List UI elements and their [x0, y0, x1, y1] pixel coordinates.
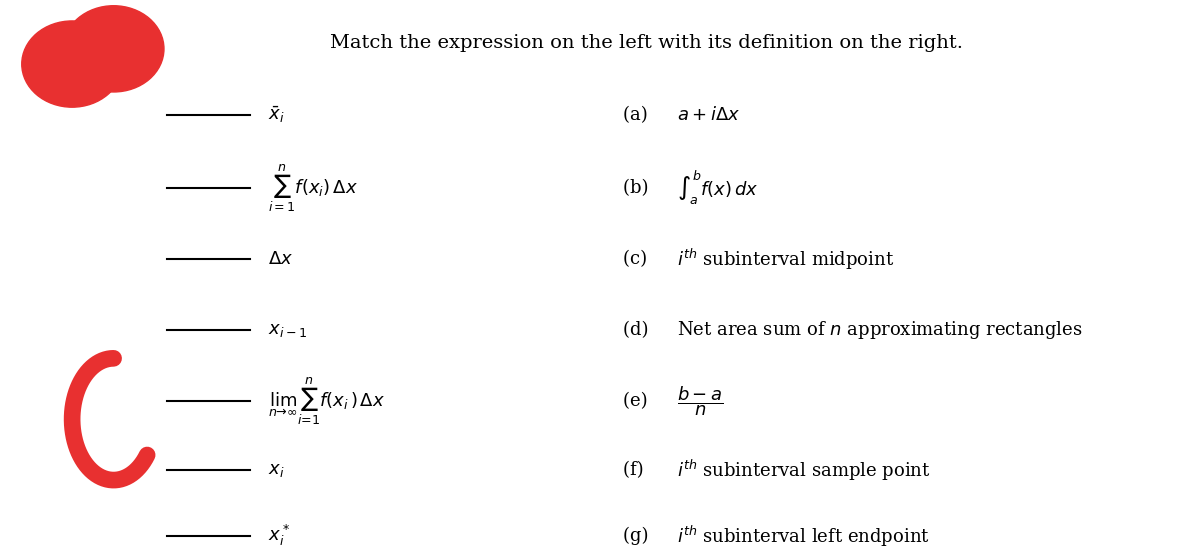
- Ellipse shape: [22, 21, 122, 107]
- Text: (a): (a): [623, 106, 654, 124]
- Text: (b): (b): [623, 179, 654, 197]
- Text: $\dfrac{b-a}{n}$: $\dfrac{b-a}{n}$: [677, 385, 724, 418]
- Text: Net area sum of $n$ approximating rectangles: Net area sum of $n$ approximating rectan…: [677, 320, 1082, 341]
- Text: $i^{th}$ subinterval left endpoint: $i^{th}$ subinterval left endpoint: [677, 523, 929, 549]
- Text: (g): (g): [623, 527, 654, 545]
- Text: $\bar{x}_i$: $\bar{x}_i$: [268, 105, 284, 125]
- Ellipse shape: [64, 6, 164, 92]
- Text: $x_{i-1}$: $x_{i-1}$: [268, 321, 307, 340]
- Text: $a + i\Delta x$: $a + i\Delta x$: [677, 106, 739, 124]
- Text: $x_i$: $x_i$: [268, 461, 284, 479]
- Text: $\lim_{n\to\infty} \sum_{i=1}^{n} f(x_i)\,\Delta x$: $\lim_{n\to\infty} \sum_{i=1}^{n} f(x_i)…: [268, 375, 385, 427]
- Text: $i^{th}$ subinterval midpoint: $i^{th}$ subinterval midpoint: [677, 247, 894, 272]
- Text: $\int_a^b f(x)\, dx$: $\int_a^b f(x)\, dx$: [677, 169, 758, 207]
- Text: (f): (f): [623, 461, 649, 479]
- Text: $\Delta x$: $\Delta x$: [268, 251, 293, 268]
- Text: (c): (c): [623, 251, 653, 268]
- Text: $i^{th}$ subinterval sample point: $i^{th}$ subinterval sample point: [677, 457, 930, 483]
- Text: Match the expression on the left with its definition on the right.: Match the expression on the left with it…: [330, 34, 964, 51]
- Text: $x_i^*$: $x_i^*$: [268, 523, 290, 549]
- Text: (d): (d): [623, 321, 654, 340]
- Text: (e): (e): [623, 393, 654, 410]
- Text: $\sum_{i=1}^{n} f(x_i)\, \Delta x$: $\sum_{i=1}^{n} f(x_i)\, \Delta x$: [268, 163, 358, 214]
